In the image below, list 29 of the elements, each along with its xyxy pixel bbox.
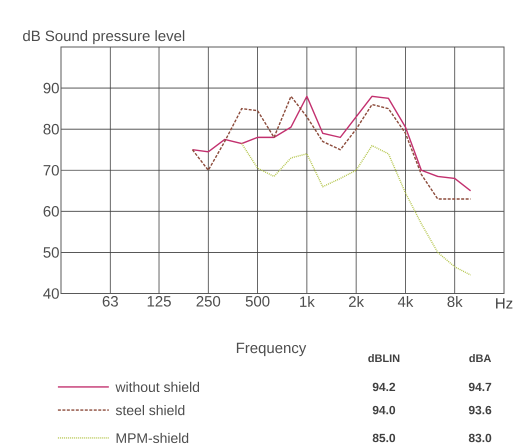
y-tick-label: 80 xyxy=(44,124,59,134)
legend-label: steel shield xyxy=(116,404,184,416)
legend-label: without shield xyxy=(115,382,200,392)
y-tick-label: 90 xyxy=(44,82,59,94)
x-tick-label: 125 xyxy=(148,296,171,307)
y-tick-label: 40 xyxy=(43,288,59,299)
x-tick-label: 2k xyxy=(349,296,364,307)
text: 93.6 xyxy=(468,406,492,414)
y-tick-label: 70 xyxy=(44,164,59,176)
text: Hz xyxy=(496,298,512,308)
y-axis-title: dB Sound pressure level xyxy=(23,30,184,44)
x-tick-label: 1k xyxy=(300,296,315,307)
text: 85.0 xyxy=(372,434,396,442)
text: 94.7 xyxy=(468,382,492,392)
x-tick-label: 4k xyxy=(398,296,414,307)
x-axis-title: Frequency xyxy=(236,342,306,356)
x-tick-label: 63 xyxy=(102,296,118,307)
x-tick-label: 250 xyxy=(196,296,220,307)
legend-label: MPM-shield xyxy=(116,432,188,444)
line-series xyxy=(241,142,472,276)
x-tick-label: 8k xyxy=(447,296,463,307)
x-tick-label: 500 xyxy=(246,296,270,307)
text: 94.0 xyxy=(372,406,396,414)
text: 83.0 xyxy=(468,434,492,442)
text: dBLIN xyxy=(368,354,400,362)
y-tick-label: 50 xyxy=(43,247,59,258)
text: 94.2 xyxy=(372,382,396,392)
y-tick-label: 60 xyxy=(44,206,59,217)
text: dBA xyxy=(469,354,492,362)
